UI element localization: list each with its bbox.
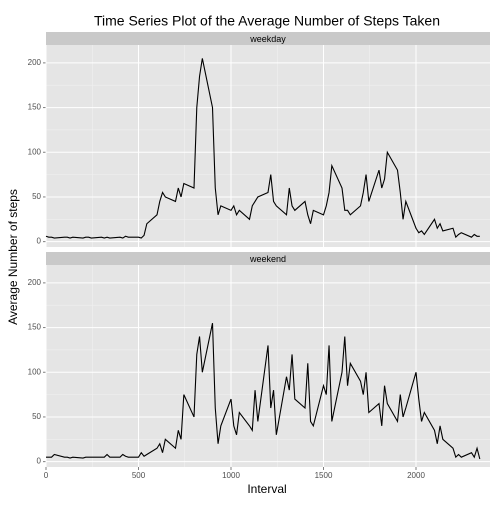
panel: [46, 45, 490, 247]
line: [46, 322, 481, 460]
x-tick-label: 0: [44, 471, 49, 480]
panel: [46, 265, 490, 467]
x-tick-label: 1500: [315, 471, 333, 480]
x-axis-label: Interval: [247, 482, 286, 496]
y-tick-label: 150: [28, 103, 42, 112]
x-tick-label: 1000: [222, 471, 240, 480]
strip-label: weekend: [249, 254, 286, 264]
chart-title: Time Series Plot of the Average Number o…: [94, 13, 440, 29]
x-tick-label: 500: [132, 471, 146, 480]
y-tick-label: 50: [32, 192, 41, 201]
y-tick-label: 0: [37, 237, 42, 246]
line: [45, 58, 480, 239]
x-tick-label: 2000: [407, 471, 425, 480]
y-tick-label: 200: [28, 278, 42, 287]
y-tick-label: 100: [28, 147, 42, 156]
strip: [46, 32, 490, 45]
y-tick-label: 100: [28, 367, 42, 376]
strip: [46, 252, 490, 265]
strip-label: weekday: [249, 34, 286, 44]
y-tick-label: 150: [28, 323, 42, 332]
y-tick-label: 200: [28, 58, 42, 67]
y-tick-label: 50: [32, 412, 41, 421]
y-tick-label: 0: [37, 457, 42, 466]
y-axis-label: Average Number of steps: [6, 189, 20, 325]
